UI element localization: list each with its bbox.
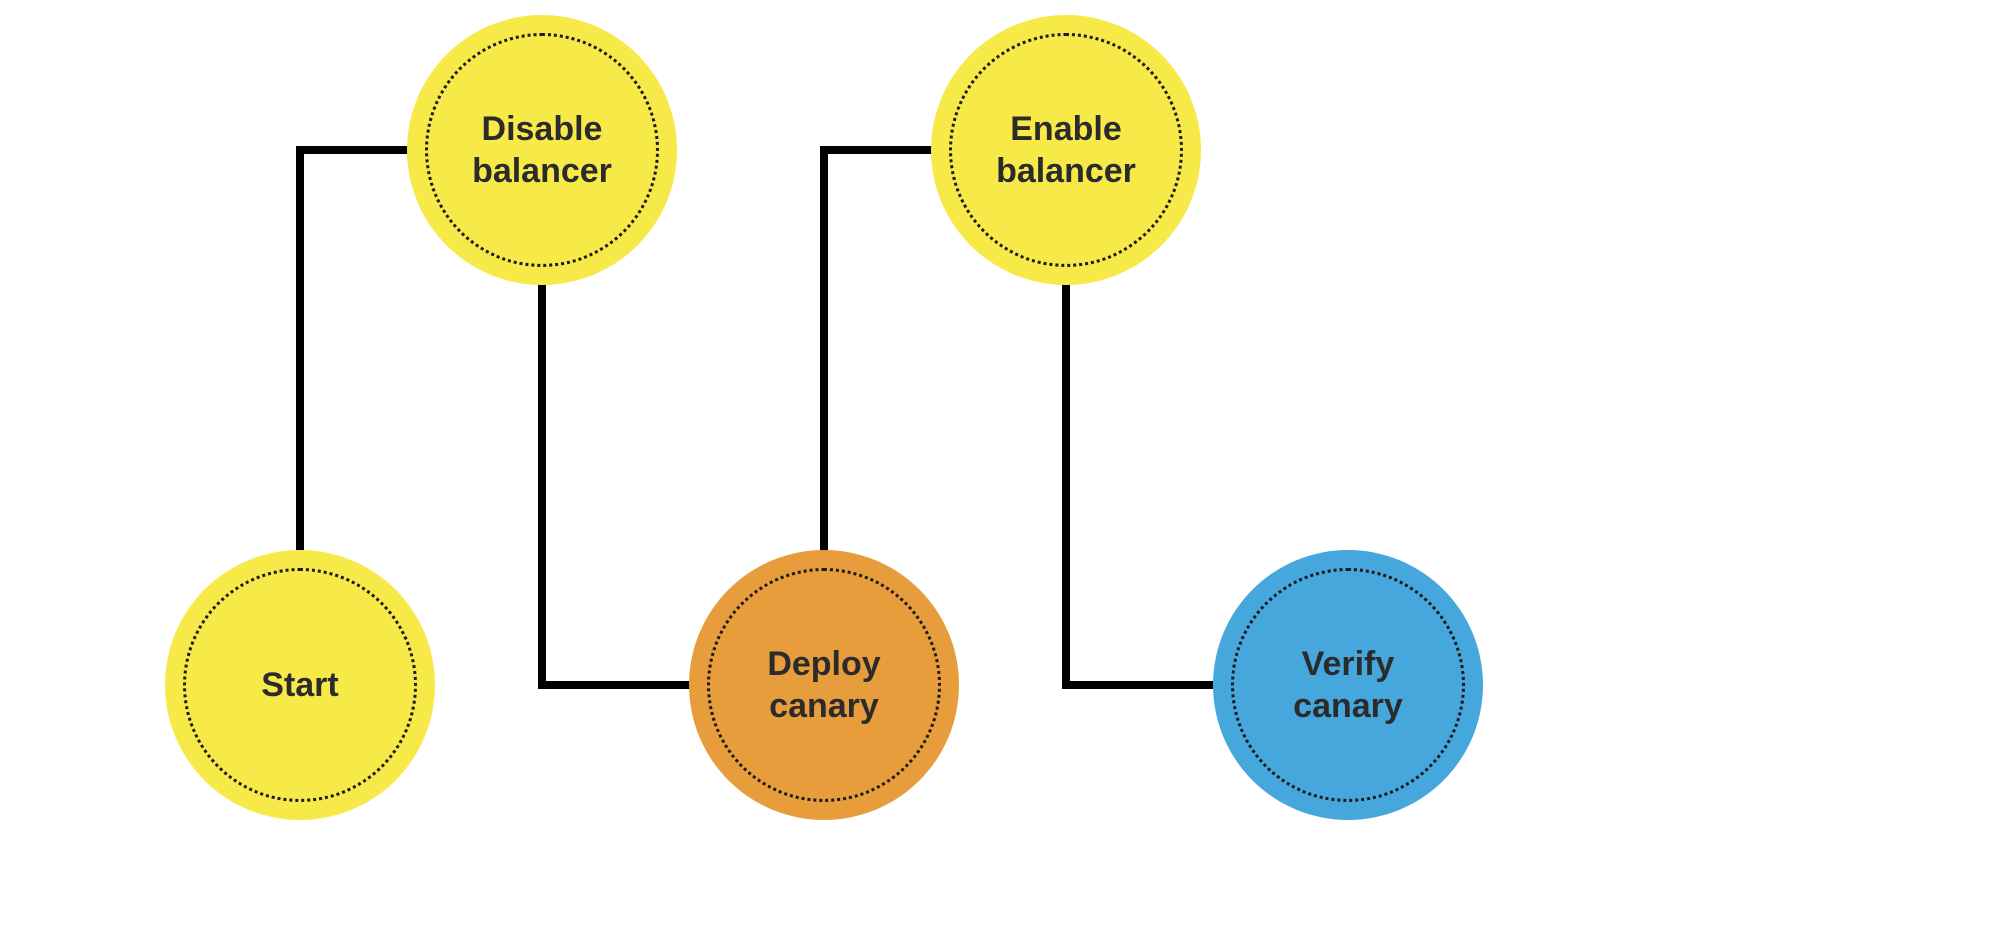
node-deploy-canary-label: Deploy canary bbox=[767, 643, 880, 728]
node-enable-balancer: Enable balancer bbox=[931, 15, 1201, 285]
node-disable-balancer: Disable balancer bbox=[407, 15, 677, 285]
flowchart-stage: Start Disable balancer Deploy canary Enable… bbox=[0, 0, 1999, 927]
node-deploy-canary: Deploy canary bbox=[689, 550, 959, 820]
node-verify-canary: Verify canary bbox=[1213, 550, 1483, 820]
node-start-label: Start bbox=[261, 664, 338, 707]
node-start: Start bbox=[165, 550, 435, 820]
node-verify-canary-label: Verify canary bbox=[1293, 643, 1403, 728]
node-enable-balancer-label: Enable balancer bbox=[996, 108, 1136, 193]
node-disable-balancer-label: Disable balancer bbox=[472, 108, 612, 193]
